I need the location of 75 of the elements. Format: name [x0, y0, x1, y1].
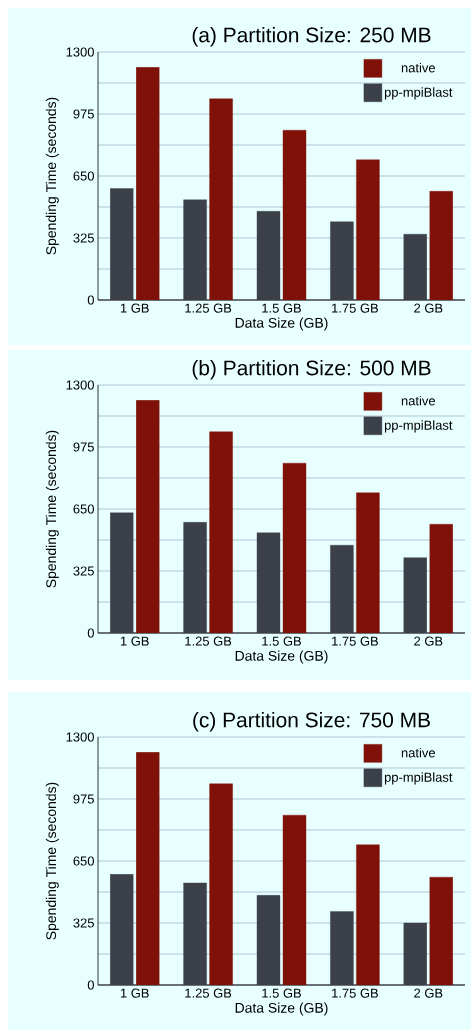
y-tick-label: 1300 [66, 732, 94, 742]
x-tick-label: 1.75 GB [332, 636, 378, 646]
y-axis-title: Spending Time (seconds) [45, 430, 59, 588]
x-tick-label: 1 GB [120, 988, 149, 998]
legend-label: pp-mpiBlast [384, 420, 453, 433]
legend-label: native [401, 747, 435, 758]
x-axis-title: Data Size (GB) [235, 1002, 328, 1016]
bar [356, 159, 380, 300]
y-tick-label: 0 [87, 628, 94, 638]
bar [256, 211, 281, 300]
bar [282, 815, 307, 986]
legend-label: native [401, 395, 435, 406]
x-tick-label: 1 GB [120, 636, 149, 646]
x-tick-label: 2 GB [414, 303, 443, 313]
bar [282, 463, 307, 634]
y-tick-label: 650 [73, 856, 94, 866]
bar [183, 522, 207, 634]
bar [356, 844, 380, 986]
x-tick-label: 1.25 GB [185, 636, 232, 646]
bar [209, 783, 233, 986]
bar [429, 524, 453, 634]
bar [330, 221, 354, 300]
y-axis-title: Spending Time (seconds) [45, 782, 59, 940]
x-tick-label: 1 GB [120, 303, 149, 313]
y-tick-label: 325 [73, 918, 94, 928]
legend-label: pp-mpiBlast [384, 87, 453, 100]
y-tick-label: 325 [73, 233, 94, 243]
x-axis-title: Data Size (GB) [235, 317, 328, 331]
bar [209, 431, 233, 634]
bar [356, 492, 380, 634]
bar [429, 191, 453, 300]
chart-title: (b) Partition Size: 500 MB [192, 360, 431, 380]
y-tick-label: 975 [73, 109, 94, 119]
y-tick-label: 975 [73, 794, 94, 804]
bar [209, 98, 233, 300]
bar [256, 532, 281, 634]
bar [136, 752, 160, 986]
y-tick-label: 650 [73, 171, 94, 181]
y-tick-label: 1300 [66, 47, 94, 57]
x-tick-label: 1.5 GB [262, 988, 301, 998]
bar [183, 882, 207, 986]
legend-label: native [401, 62, 435, 73]
bar [256, 895, 281, 986]
bar [403, 233, 427, 300]
bar [110, 874, 134, 986]
bar [403, 557, 427, 634]
y-tick-label: 650 [73, 504, 94, 514]
y-tick-label: 325 [73, 566, 94, 576]
x-tick-label: 1.25 GB [185, 988, 232, 998]
x-tick-label: 2 GB [414, 988, 443, 998]
bar [110, 512, 134, 634]
bar [183, 199, 207, 300]
x-tick-label: 2 GB [414, 636, 443, 646]
chart-title: (c) Partition Size: 750 MB [193, 712, 430, 732]
bar [403, 922, 427, 986]
x-tick-label: 1.5 GB [262, 636, 301, 646]
bar [136, 400, 160, 634]
y-tick-label: 0 [87, 980, 94, 990]
x-tick-label: 1.75 GB [332, 988, 378, 998]
legend-label: pp-mpiBlast [384, 772, 453, 785]
bar [330, 545, 354, 634]
bar [429, 877, 453, 986]
y-tick-label: 1300 [66, 380, 94, 390]
bar [282, 130, 307, 300]
x-tick-label: 1.5 GB [262, 303, 301, 313]
chart-title: (a) Partition Size: 250 MB [192, 27, 431, 47]
bar [136, 67, 160, 300]
x-axis-title: Data Size (GB) [235, 650, 328, 664]
y-tick-label: 0 [87, 295, 94, 305]
bar [110, 188, 134, 300]
y-tick-label: 975 [73, 442, 94, 452]
bar [330, 911, 354, 986]
y-axis-title: Spending Time (seconds) [45, 97, 59, 255]
x-tick-label: 1.25 GB [185, 303, 232, 313]
x-tick-label: 1.75 GB [332, 303, 378, 313]
